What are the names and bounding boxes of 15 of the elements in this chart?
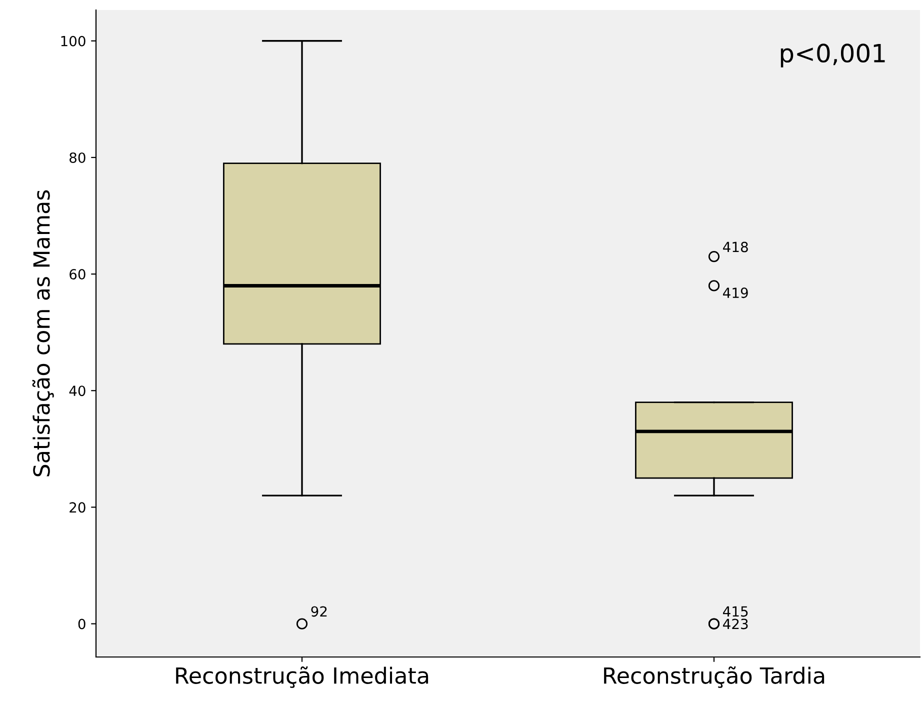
- y-tick-label: 60: [70, 269, 86, 280]
- x-tick-label: Reconstrução Imediata: [176, 666, 428, 688]
- annotation: 415: [723, 606, 748, 617]
- annotation: p<0,001: [780, 44, 885, 68]
- y-tick-label: 80: [70, 152, 86, 163]
- annotation: 92: [311, 606, 327, 617]
- y-axis-title: Satisfação com as Mamas: [32, 190, 54, 476]
- y-tick-label: 40: [69, 386, 86, 396]
- annotation: 418: [723, 242, 748, 252]
- annotation: 423: [723, 618, 748, 630]
- annotation: 419: [723, 288, 748, 298]
- y-tick-label: 100: [61, 36, 86, 46]
- y-tick-label: 0: [78, 618, 86, 630]
- x-tick-label: Reconstrução Tardia: [604, 666, 824, 688]
- y-tick-label: 20: [70, 502, 86, 513]
